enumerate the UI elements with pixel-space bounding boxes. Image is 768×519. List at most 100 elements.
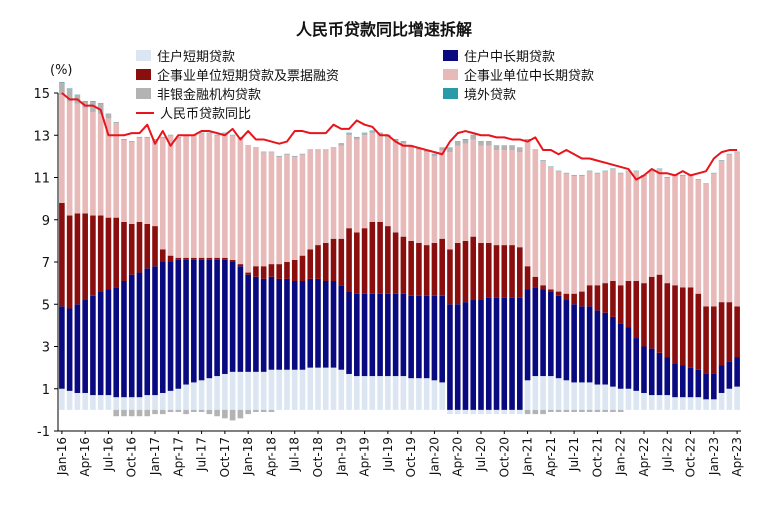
bar-segment-s3: [478, 145, 484, 243]
bar-segment-s2: [245, 272, 251, 275]
bar-segment-s3: [90, 112, 96, 216]
legend-label-household-short: 住户短期贷款: [157, 50, 236, 65]
bar-segment-s4: [478, 141, 484, 146]
bar-segment-s3: [144, 137, 151, 224]
bar-segment-s1: [672, 363, 678, 398]
bar-segment-s3: [284, 154, 290, 262]
bar-segment-s4: [400, 141, 407, 144]
bar-segment-s1: [664, 357, 671, 396]
bar-segment-s2: [121, 221, 127, 282]
bar-segment-s4: [416, 147, 422, 151]
bar-segment-s2: [641, 283, 647, 347]
bar-segment-s0: [571, 382, 577, 410]
bar-segment-s2: [346, 228, 352, 292]
bar-segment-s4: [105, 114, 112, 119]
bar-segment-s3: [703, 183, 709, 307]
x-tick-label: Oct-18: [311, 437, 325, 477]
bar-segment-s4: [602, 409, 608, 412]
bar-segment-s3: [633, 171, 640, 282]
bar-segment-s3: [532, 150, 539, 277]
bar-segment-s2: [680, 287, 686, 366]
bar-segment-s2: [284, 262, 290, 279]
bar-segment-s3: [392, 141, 399, 233]
bar-segment-s0: [385, 376, 391, 410]
bar-segment-s3: [625, 171, 632, 282]
bar-segment-s1: [167, 262, 174, 391]
bar-segment-s0: [602, 384, 608, 410]
bar-segment-s4: [268, 409, 275, 412]
bar-segment-s3: [222, 133, 228, 258]
bar-segment-s1: [431, 295, 438, 381]
bar-segment-s4: [159, 409, 166, 415]
bar-segment-s0: [268, 369, 275, 410]
legend-item-household-short: 住户短期贷款: [136, 46, 235, 65]
bar-segment-s3: [726, 154, 733, 303]
bar-segment-s4: [524, 409, 531, 415]
bar-layer: [59, 82, 740, 421]
bar-segment-s1: [680, 365, 686, 398]
bar-segment-s3: [672, 175, 678, 286]
bar-segment-s1: [361, 293, 368, 377]
bar-segment-s1: [439, 295, 445, 383]
x-tick-label: Apr-17: [171, 437, 185, 477]
bar-segment-s2: [136, 221, 143, 273]
bar-segment-s3: [470, 139, 477, 237]
chart-title: 人民币贷款同比增速拆解: [295, 20, 472, 39]
bar-segment-s0: [594, 384, 601, 410]
bar-segment-s0: [610, 386, 616, 410]
bar-segment-s4: [214, 409, 220, 417]
bar-segment-s1: [330, 281, 337, 368]
bar-segment-s1: [322, 281, 329, 368]
bar-segment-s1: [90, 295, 96, 396]
x-tick-label: Jan-16: [55, 437, 69, 476]
bar-segment-s4: [431, 154, 438, 157]
x-tick-label: Jul-19: [381, 437, 395, 472]
bar-segment-s2: [571, 293, 577, 305]
bar-segment-s0: [284, 369, 290, 410]
x-tick-label: Jan-18: [241, 437, 255, 476]
x-tick-label: Oct-22: [684, 437, 698, 477]
bar-segment-s1: [408, 295, 414, 379]
bar-segment-s0: [586, 382, 593, 410]
bar-segment-s4: [253, 409, 259, 412]
bar-segment-s2: [128, 223, 135, 275]
bar-segment-s0: [307, 367, 314, 410]
bar-segment-s3: [377, 135, 383, 222]
bar-segment-s3: [416, 150, 422, 243]
bar-segment-s1: [136, 272, 143, 398]
bar-segment-s0: [711, 399, 717, 410]
bar-segment-s2: [159, 249, 166, 262]
bar-segment-s2: [377, 221, 383, 294]
bar-segment-s4: [586, 409, 593, 412]
bar-segment-s1: [377, 293, 383, 377]
bar-segment-s1: [253, 276, 259, 372]
bar-segment-s2: [664, 283, 671, 358]
bar-segment-s1: [734, 357, 740, 387]
bar-segment-s3: [734, 152, 740, 307]
bar-segment-s0: [656, 395, 663, 410]
bar-segment-s2: [105, 217, 112, 290]
bar-segment-s3: [152, 139, 158, 227]
bar-segment-s1: [602, 312, 608, 385]
legend-swatch-overseas: [443, 88, 458, 99]
bar-segment-s0: [431, 380, 438, 410]
bar-segment-s2: [268, 264, 275, 277]
x-tick-label: Oct-21: [590, 437, 604, 477]
bar-segment-s2: [291, 259, 298, 282]
bar-segment-s1: [385, 293, 391, 377]
bar-segment-s3: [571, 175, 577, 294]
bar-segment-s0: [198, 380, 205, 410]
bar-segment-s1: [718, 365, 725, 393]
bar-segment-s1: [517, 297, 523, 410]
bar-segment-s4: [183, 409, 189, 415]
bar-segment-s3: [594, 173, 601, 286]
bar-segment-s1: [555, 295, 562, 379]
bar-segment-s0: [563, 380, 570, 410]
bar-segment-s2: [726, 302, 733, 362]
bar-segment-s2: [385, 226, 391, 294]
bar-segment-s3: [687, 175, 694, 288]
bar-segment-s2: [113, 217, 120, 288]
bar-segment-s2: [59, 202, 65, 307]
bar-segment-s3: [369, 133, 376, 222]
bar-segment-s4: [144, 409, 151, 417]
